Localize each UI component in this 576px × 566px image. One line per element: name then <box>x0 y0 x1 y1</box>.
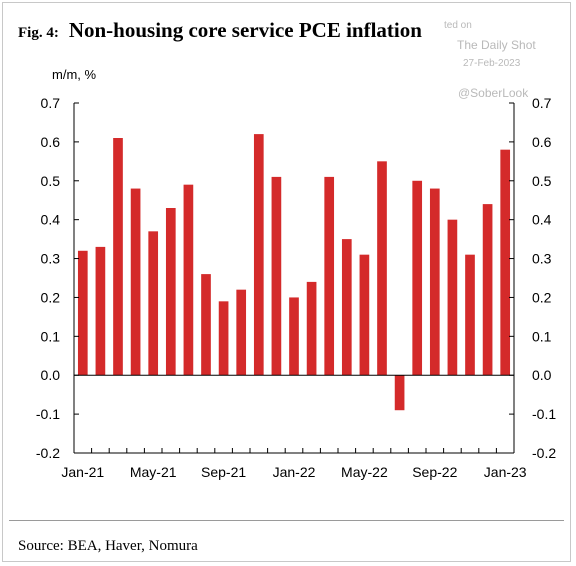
bar-Mar-22 <box>324 176 335 376</box>
figure-title-row: Fig. 4: Non-housing core service PCE inf… <box>18 18 422 43</box>
bar-Apr-21 <box>130 188 141 376</box>
bar-Dec-22 <box>482 204 493 376</box>
y-tick-label-left: 0.1 <box>41 328 61 344</box>
bar-Jan-22 <box>289 297 299 376</box>
bar-Sep-22 <box>429 188 440 376</box>
bars-group <box>77 134 511 411</box>
watermark-line-3: 27-Feb-2023 <box>463 58 521 69</box>
x-tick-label: May-21 <box>130 464 177 480</box>
x-tick-label: Jan-21 <box>61 464 104 480</box>
y-tick-label-left: 0.2 <box>41 289 61 305</box>
x-tick-label: Jan-23 <box>484 464 527 480</box>
x-tick-label: Sep-21 <box>201 464 246 480</box>
y-tick-label-right: 0.4 <box>532 212 552 228</box>
bar-May-22 <box>359 254 370 376</box>
ticks-group: 0.7 0.7 0.6 0.6 0.5 0.5 0.4 0.4 0.3 0.3 0.2 0.2 0.1 0… <box>36 95 556 480</box>
bar-Jan-23 <box>500 149 511 376</box>
y-tick-label-right: 0.2 <box>532 289 552 305</box>
bar-Jul-21 <box>183 184 194 376</box>
y-tick-label-right: -0.2 <box>532 445 556 461</box>
bar-Apr-22 <box>341 239 352 376</box>
y-tick-label-left: 0.7 <box>41 95 61 111</box>
y-tick-label-left: -0.2 <box>36 445 60 461</box>
y-tick-label-right: -0.1 <box>532 406 556 422</box>
bar-Sep-21 <box>218 301 229 376</box>
y-tick-label-left: 0.6 <box>41 134 61 150</box>
bar-Feb-21 <box>95 246 106 376</box>
bar-Jun-22 <box>377 161 387 376</box>
y-tick-label-left: 0.3 <box>41 251 61 267</box>
bar-Jan-21 <box>77 250 88 376</box>
bar-May-21 <box>148 231 159 376</box>
y-axis-unit-label: m/m, % <box>52 67 97 82</box>
bar-Nov-22 <box>465 254 475 376</box>
bar-Nov-21 <box>253 134 264 376</box>
bar-Oct-22 <box>447 219 458 376</box>
bar-Mar-21 <box>113 138 123 376</box>
x-tick-label: May-22 <box>341 464 388 480</box>
y-tick-label-left: 0.5 <box>41 173 61 189</box>
y-tick-label-left: -0.1 <box>36 406 60 422</box>
bar-Dec-21 <box>271 176 282 376</box>
watermark-line-2: The Daily Shot <box>457 38 536 52</box>
y-tick-label-right: 0.3 <box>532 251 552 267</box>
bar-Aug-21 <box>201 274 211 376</box>
source-note: Source: BEA, Haver, Nomura <box>18 538 198 554</box>
bar-Oct-21 <box>236 289 247 376</box>
y-tick-label-right: 0.6 <box>532 134 552 150</box>
bar-Jun-21 <box>165 208 176 376</box>
y-tick-label-right: 0.1 <box>532 328 552 344</box>
y-tick-label-left: 0.0 <box>41 367 61 383</box>
x-tick-label: Jan-22 <box>273 464 316 480</box>
figure-label: Fig. 4: <box>18 25 59 41</box>
bar-Feb-22 <box>306 281 317 376</box>
watermark-line-4: @SoberLook <box>458 86 529 100</box>
watermark-line-1: ted on <box>444 20 472 31</box>
y-tick-label-right: 0.7 <box>532 95 552 111</box>
bar-Aug-22 <box>412 180 423 376</box>
bar-Jul-22 <box>394 375 405 411</box>
figure-title: Non-housing core service PCE inflation <box>68 18 422 42</box>
source-divider <box>9 520 564 521</box>
axes-group <box>73 103 515 454</box>
y-tick-label-right: 0.0 <box>532 367 552 383</box>
y-tick-label-right: 0.5 <box>532 173 552 189</box>
y-tick-label-left: 0.4 <box>41 212 61 228</box>
x-tick-label: Sep-22 <box>412 464 457 480</box>
